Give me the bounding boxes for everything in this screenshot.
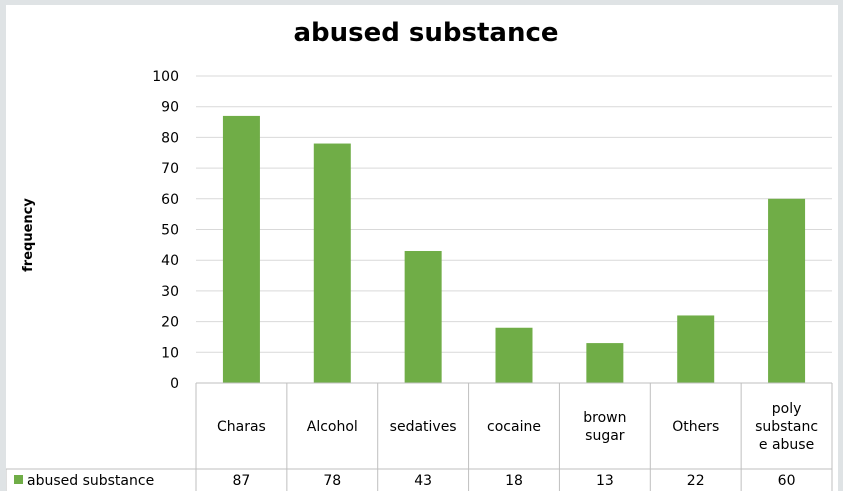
x-category-label: poly substanc e abuse <box>755 401 818 453</box>
x-category-label: Others <box>672 419 719 435</box>
y-tick-label: 60 <box>161 192 179 208</box>
bar <box>313 143 351 383</box>
y-axis-label: frequency <box>21 198 36 272</box>
data-table-value: 13 <box>596 473 614 489</box>
y-tick-label: 0 <box>170 376 179 392</box>
x-category-label: Alcohol <box>307 419 358 435</box>
chart-panel: abused substance frequency 0 10 20 30 40 50 60… <box>6 5 838 491</box>
bar-chart: abused substance frequency 0 10 20 30 40 50 60… <box>6 18 833 491</box>
bar <box>404 250 442 383</box>
legend-series-name: abused substance <box>27 473 154 489</box>
bar <box>495 327 533 383</box>
data-table-value: 87 <box>233 473 251 489</box>
data-table-value: 60 <box>778 473 796 489</box>
y-tick-label: 100 <box>152 69 179 85</box>
x-category-label: brown sugar <box>583 410 626 444</box>
y-tick-label: 10 <box>161 345 179 361</box>
y-tick-label: 90 <box>161 100 179 116</box>
y-tick-label: 80 <box>161 130 179 146</box>
data-table-value: 43 <box>414 473 432 489</box>
data-table: Charas Alcohol sedatives cocaine brown sugar O… <box>6 382 833 491</box>
bar <box>677 315 715 383</box>
y-tick-label: 70 <box>161 161 179 177</box>
y-tick-label: 40 <box>161 253 179 269</box>
bars <box>222 115 806 383</box>
bar <box>222 115 260 383</box>
y-tick-labels: 0 10 20 30 40 50 60 70 80 90 100 <box>152 69 179 392</box>
bar <box>586 343 624 383</box>
x-category-label: sedatives <box>390 419 457 435</box>
y-tick-label: 20 <box>161 315 179 331</box>
data-table-value: 22 <box>687 473 705 489</box>
gridlines <box>196 75 832 384</box>
x-category-label: Charas <box>217 419 266 435</box>
data-table-value: 18 <box>505 473 523 489</box>
chart-title: abused substance <box>293 18 558 48</box>
y-tick-label: 30 <box>161 284 179 300</box>
x-category-label: cocaine <box>487 419 541 435</box>
y-tick-label: 50 <box>161 223 179 239</box>
legend-swatch <box>14 475 23 484</box>
bar <box>768 198 806 383</box>
data-table-value: 78 <box>323 473 341 489</box>
